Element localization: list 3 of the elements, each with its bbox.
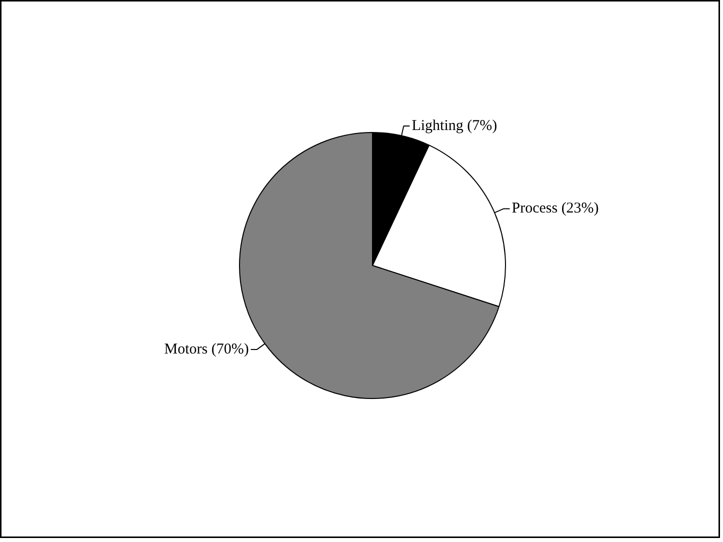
slice-label: Lighting (7%) [412, 118, 498, 134]
slice-label: Process (23%) [512, 200, 599, 217]
slice-label: Motors (70%) [164, 342, 249, 358]
